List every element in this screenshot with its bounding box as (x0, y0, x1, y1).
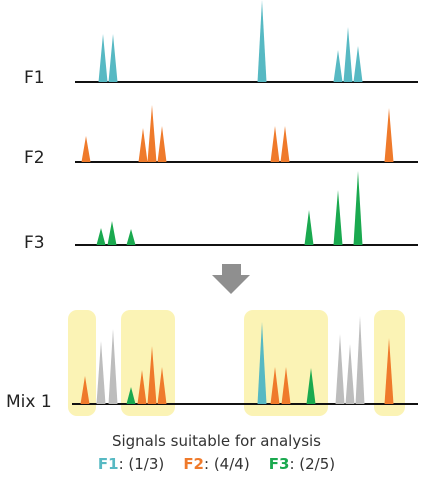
mix1-peak-10 (281, 367, 291, 404)
f3-peak-1 (96, 228, 106, 245)
row-label-f3: F3 (24, 233, 45, 253)
row-label-mix1: Mix 1 (6, 392, 52, 412)
legend-key-f2: F2 (183, 455, 204, 473)
f2-peak-4 (157, 126, 167, 162)
f1-peak-2 (108, 34, 118, 82)
legend: F1: (1/3) F2: (4/4) F3: (2/5) (0, 455, 433, 473)
mix1-peak-11 (306, 368, 316, 404)
mix1-peak-12 (335, 334, 345, 404)
row-label-f1: F1 (24, 68, 45, 88)
mix1-peak-8 (257, 322, 267, 404)
legend-value-f3: : (2/5) (289, 455, 336, 473)
f3-peak-6 (353, 171, 363, 245)
legend-value-f2: : (4/4) (204, 455, 250, 473)
f3-peak-4 (304, 210, 314, 245)
mix1-peak-14 (355, 316, 365, 404)
f2-peak-2 (138, 128, 148, 162)
down-arrow-icon (212, 264, 250, 294)
row-label-f2: F2 (24, 148, 45, 168)
f2-peak-7 (384, 108, 394, 162)
f2-peak-1 (81, 136, 91, 162)
caption: Signals suitable for analysis (111, 432, 322, 450)
f3-peak-3 (126, 229, 136, 245)
legend-key-f3: F3 (268, 455, 290, 473)
f3-peak-2 (107, 221, 117, 245)
f2-peak-6 (280, 126, 290, 162)
mix1-peak-9 (270, 367, 280, 404)
f2-peak-3 (147, 105, 157, 162)
f1-peak-5 (343, 27, 353, 82)
mix1-peak-13 (345, 344, 355, 404)
mix1-peak-6 (147, 346, 157, 404)
f1-peak-6 (353, 46, 363, 82)
f1-peak-4 (333, 50, 343, 82)
f3-peak-5 (333, 190, 343, 245)
legend-key-f1: F1 (97, 455, 119, 473)
mix1-peak-15 (384, 338, 394, 404)
mix1-peak-7 (157, 367, 167, 404)
mix1-peak-1 (80, 376, 90, 404)
f1-peak-1 (98, 34, 108, 82)
f1-peak-3 (257, 0, 267, 82)
mix1-peak-5 (137, 370, 147, 404)
mix1-peak-2 (96, 341, 106, 404)
legend-value-f1: : (1/3) (118, 455, 165, 473)
highlight-box-1 (68, 310, 96, 416)
mix1-peak-4 (126, 387, 136, 404)
mix1-peak-3 (108, 329, 118, 404)
f2-peak-5 (270, 126, 280, 162)
